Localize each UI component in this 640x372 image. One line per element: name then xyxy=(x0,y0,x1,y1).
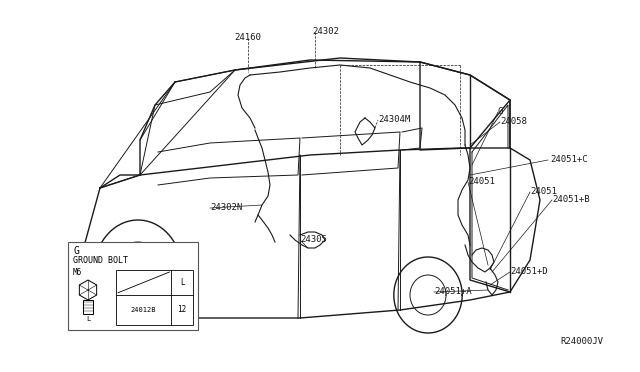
Text: G: G xyxy=(498,108,504,116)
Text: 24058: 24058 xyxy=(500,118,527,126)
Text: 12: 12 xyxy=(177,305,187,314)
Text: 24051: 24051 xyxy=(468,177,495,186)
Text: 24051+B: 24051+B xyxy=(552,196,589,205)
Text: L: L xyxy=(180,278,184,287)
Bar xyxy=(83,300,93,314)
Text: 24304M: 24304M xyxy=(378,115,410,125)
Text: 24051+D: 24051+D xyxy=(510,267,548,276)
Text: 24051+C: 24051+C xyxy=(550,155,588,164)
Polygon shape xyxy=(79,280,97,300)
Text: 24051+A: 24051+A xyxy=(434,288,472,296)
Text: 24160: 24160 xyxy=(235,33,261,42)
Text: 24051: 24051 xyxy=(530,187,557,196)
Text: 24012B: 24012B xyxy=(131,307,156,313)
Text: R24000JV: R24000JV xyxy=(560,337,603,346)
Bar xyxy=(116,270,193,325)
Text: L: L xyxy=(86,316,90,322)
Text: GROUND BOLT: GROUND BOLT xyxy=(73,256,128,265)
Text: 24305: 24305 xyxy=(300,235,327,244)
Text: 24302N: 24302N xyxy=(210,203,243,212)
Bar xyxy=(68,242,198,330)
Text: 24302: 24302 xyxy=(312,28,339,36)
Text: M6: M6 xyxy=(73,268,83,277)
Text: G: G xyxy=(73,246,79,256)
